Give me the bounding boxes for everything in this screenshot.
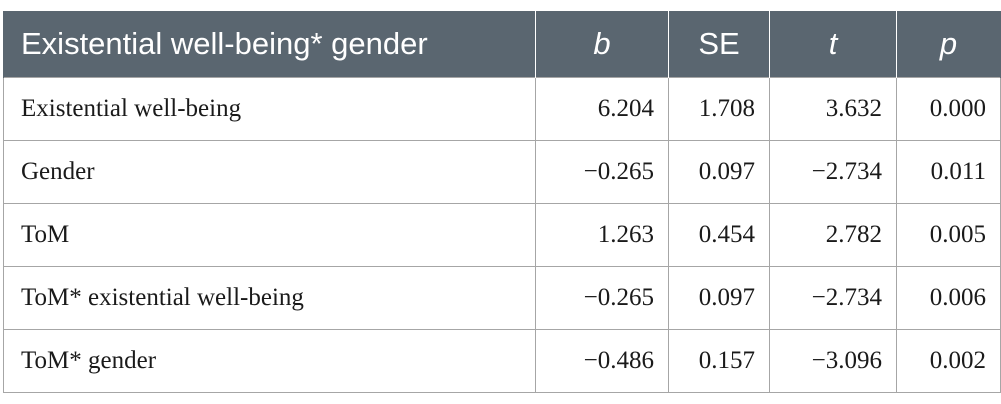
cell-p: 0.011: [896, 140, 1001, 204]
row-label: ToM* gender: [3, 329, 536, 393]
cell-b: −0.486: [535, 329, 669, 393]
cell-se: 0.454: [668, 203, 770, 267]
header-p: p: [896, 11, 1001, 78]
cell-se: 0.097: [668, 140, 770, 204]
header-predictor: Existential well-being* gender: [3, 11, 536, 78]
cell-se: 0.097: [668, 266, 770, 330]
cell-p: 0.006: [896, 266, 1001, 330]
cell-t: −3.096: [769, 329, 897, 393]
table-row: ToM* gender −0.486 0.157 −3.096 0.002: [3, 329, 1001, 393]
header-row: Existential well-being* gender b SE t p: [3, 11, 1001, 78]
cell-p: 0.005: [896, 203, 1001, 267]
table-row: Gender −0.265 0.097 −2.734 0.011: [3, 140, 1001, 204]
row-label: ToM: [3, 203, 536, 267]
row-label: Gender: [3, 140, 536, 204]
regression-table: Existential well-being* gender b SE t p …: [3, 11, 1001, 393]
table-row: ToM* existential well-being −0.265 0.097…: [3, 266, 1001, 330]
table-row: Existential well-being 6.204 1.708 3.632…: [3, 77, 1001, 141]
header-t: t: [769, 11, 897, 78]
header-se: SE: [668, 11, 770, 78]
cell-p: 0.002: [896, 329, 1001, 393]
cell-b: −0.265: [535, 140, 669, 204]
cell-t: 3.632: [769, 77, 897, 141]
table-body: Existential well-being 6.204 1.708 3.632…: [3, 77, 1001, 393]
table-header: Existential well-being* gender b SE t p: [3, 11, 1001, 78]
cell-t: −2.734: [769, 140, 897, 204]
row-label: ToM* existential well-being: [3, 266, 536, 330]
cell-t: 2.782: [769, 203, 897, 267]
cell-se: 1.708: [668, 77, 770, 141]
table-row: ToM 1.263 0.454 2.782 0.005: [3, 203, 1001, 267]
cell-b: 6.204: [535, 77, 669, 141]
cell-se: 0.157: [668, 329, 770, 393]
row-label: Existential well-being: [3, 77, 536, 141]
cell-t: −2.734: [769, 266, 897, 330]
cell-b: 1.263: [535, 203, 669, 267]
cell-b: −0.265: [535, 266, 669, 330]
cell-p: 0.000: [896, 77, 1001, 141]
header-b: b: [535, 11, 669, 78]
